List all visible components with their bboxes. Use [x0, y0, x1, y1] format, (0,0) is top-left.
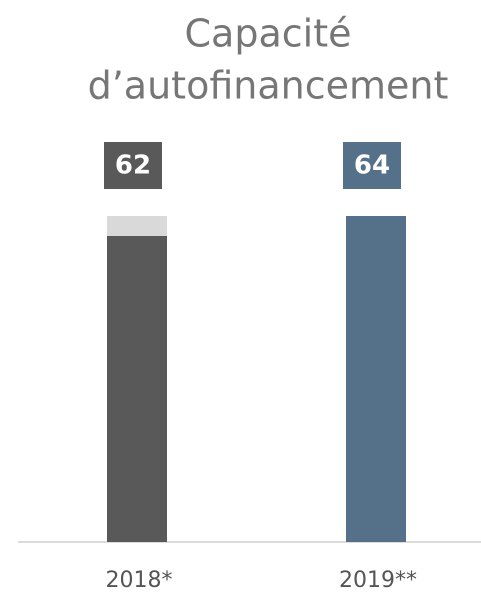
bar [107, 236, 167, 542]
chart-title: Capacité [185, 12, 352, 56]
x-tick-label: 2019** [339, 568, 417, 593]
chart-title: d’autofinancement [88, 64, 449, 108]
bar [107, 216, 167, 236]
value-label: 64 [354, 151, 390, 181]
value-label-box [343, 142, 401, 189]
x-tick-label: 2018* [106, 568, 173, 593]
bar [346, 216, 406, 542]
value-label: 62 [115, 151, 151, 181]
value-label-box [104, 142, 162, 189]
